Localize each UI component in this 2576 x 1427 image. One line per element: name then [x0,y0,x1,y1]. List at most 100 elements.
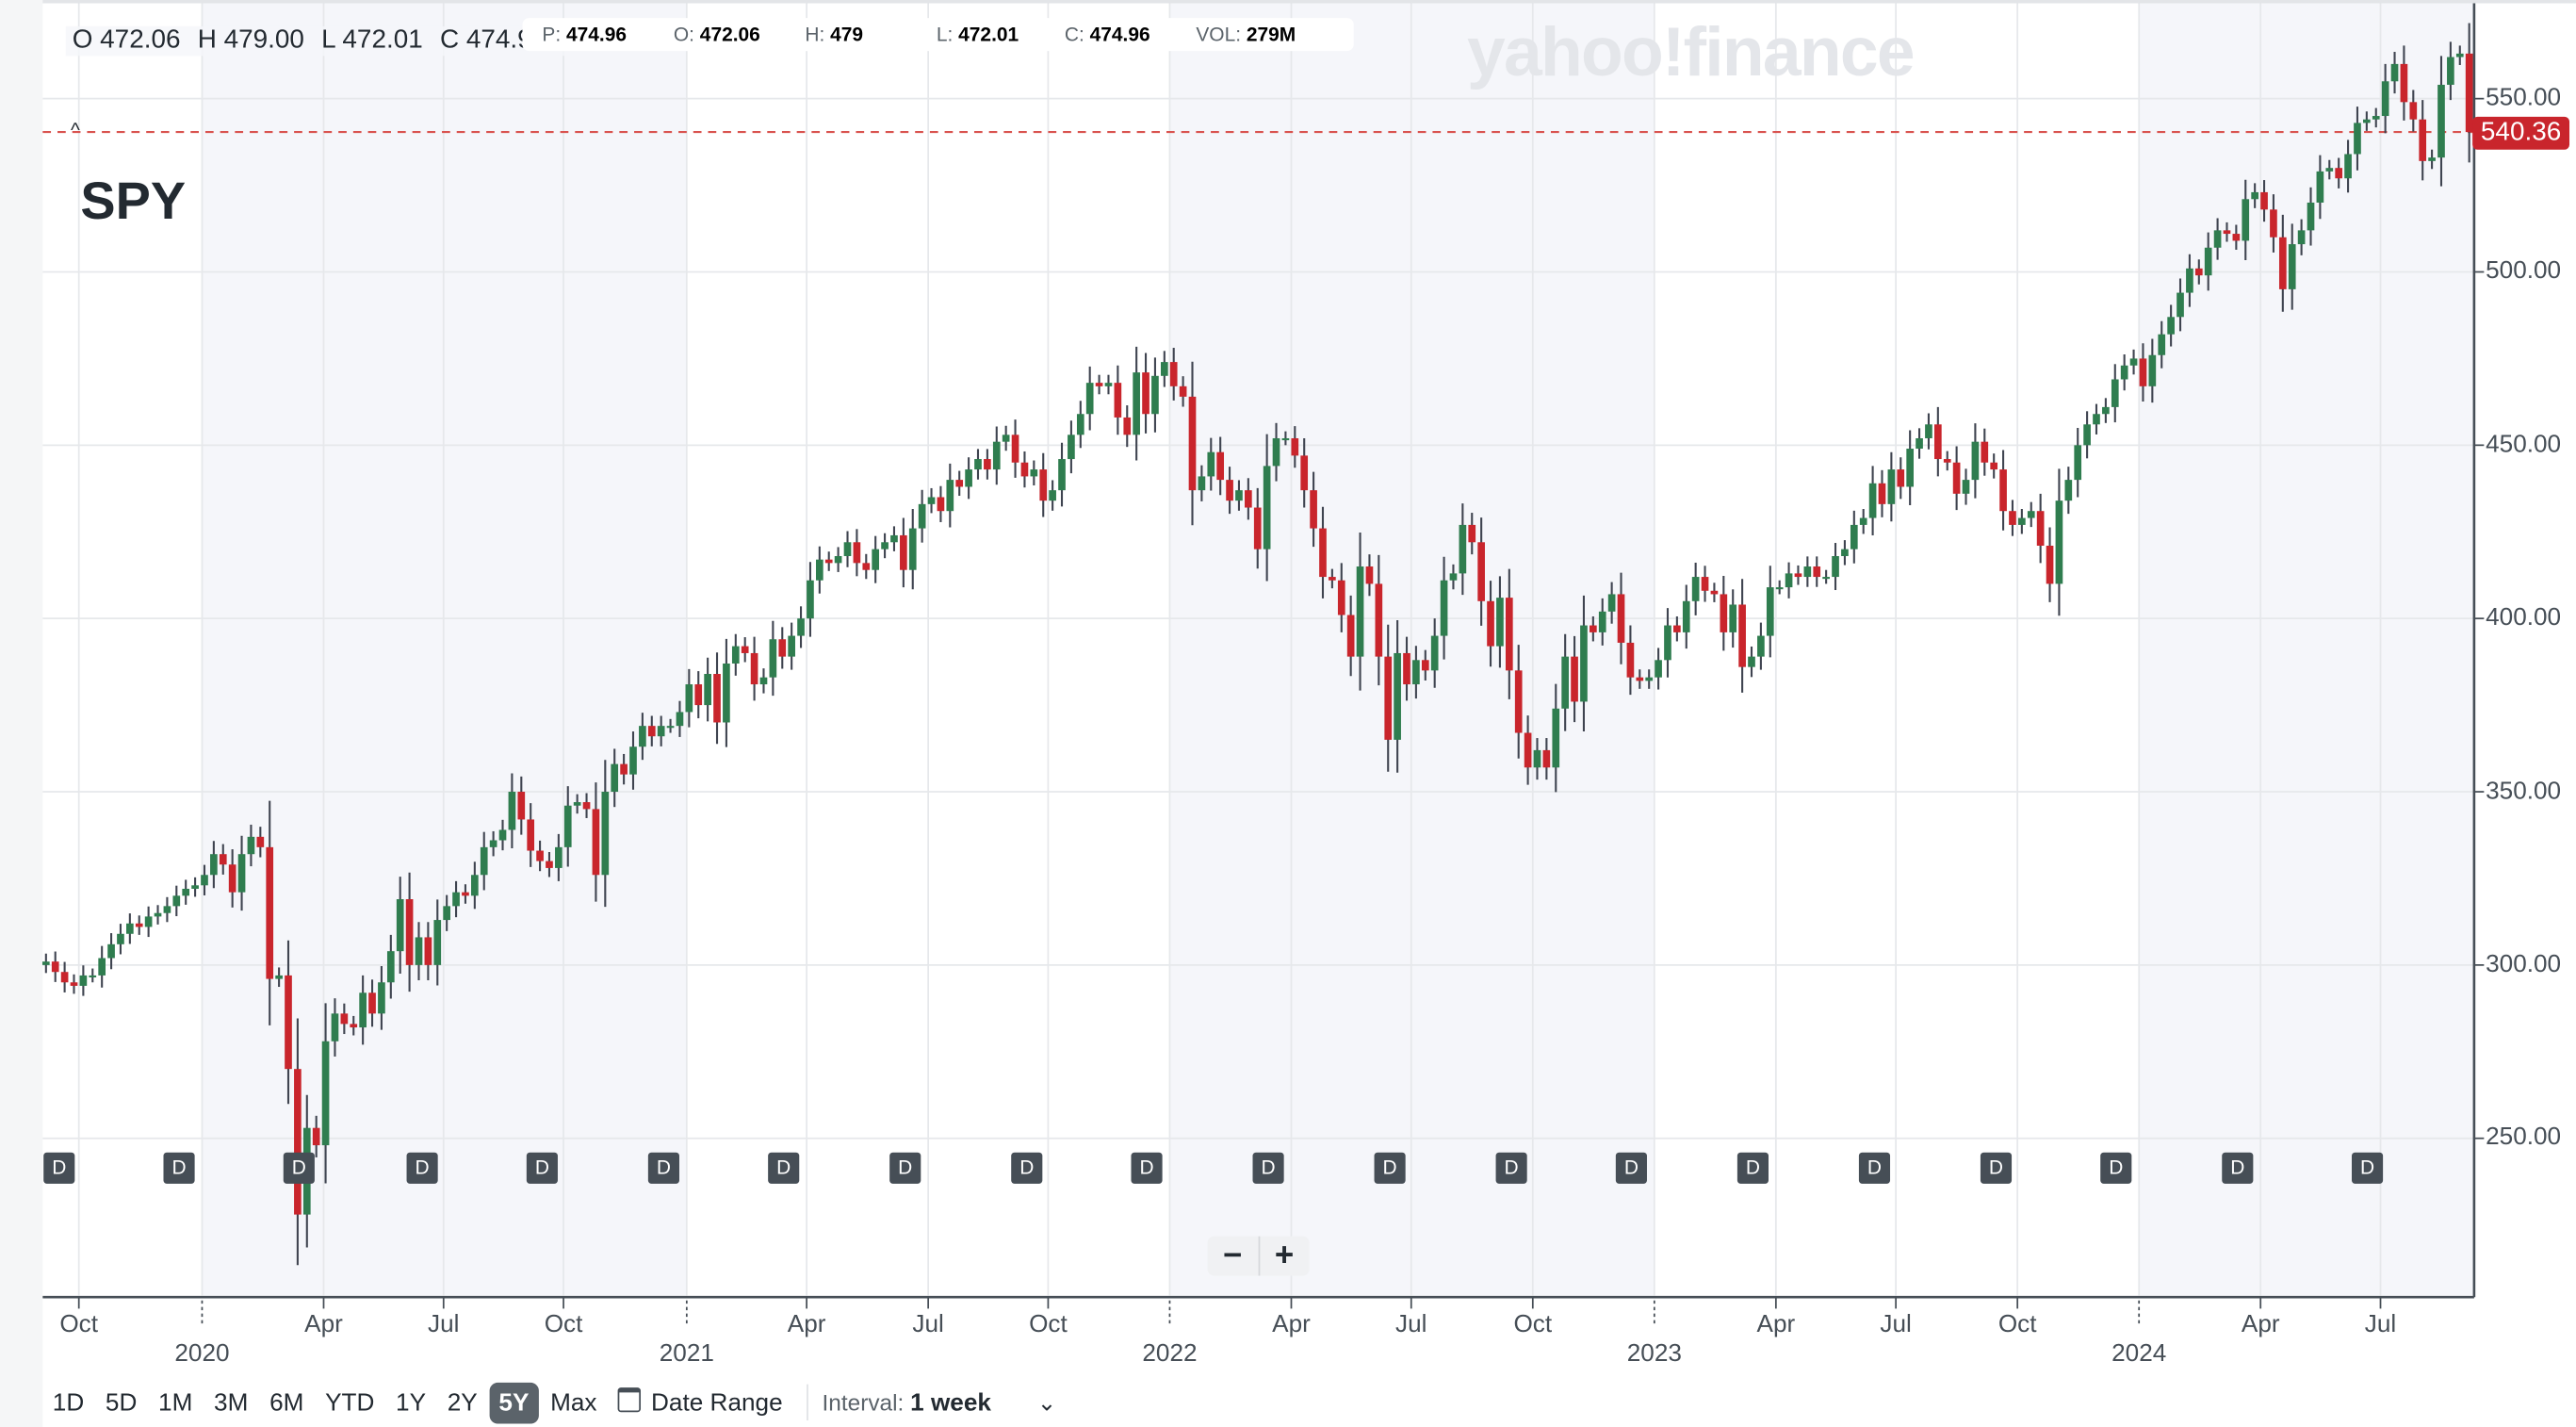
dividend-marker[interactable]: D [1495,1152,1527,1184]
candle-body [872,549,880,570]
dividend-marker[interactable]: D [2100,1152,2132,1184]
candle-body [592,809,600,876]
dividend-marker[interactable]: D [2222,1152,2254,1184]
dividend-marker[interactable]: D [647,1152,679,1184]
candle-body [676,712,684,727]
candle-body [862,563,871,570]
candle-body [498,829,507,841]
candle-body [294,1069,302,1215]
candle-body [2074,445,2082,481]
x-year-label: 2021 [659,1339,714,1369]
candle-body [266,846,274,979]
dividend-marker[interactable]: D [1736,1152,1769,1184]
candle-body [1636,677,1644,681]
range-button-1m[interactable]: 1M [158,1388,193,1417]
dividend-marker[interactable]: D [163,1152,195,1184]
zoom-out-button[interactable]: − [1208,1236,1260,1276]
candle-body [1496,598,1504,647]
candle-body [285,975,292,1070]
candle-body [1943,459,1951,463]
range-button-max[interactable]: Max [550,1388,597,1417]
candle-body [1561,656,1570,709]
candle-body [1198,476,1206,491]
candle-body [117,933,124,944]
tooltip-key: C: [1064,23,1084,46]
candle-body [2251,191,2258,200]
candle-body [1329,577,1336,581]
dividend-marker[interactable]: D [283,1152,315,1184]
candle-body [1133,372,1140,435]
candle-body [1971,441,1980,481]
candle-body [582,802,591,810]
tooltip-value: 474.96 [1089,23,1150,46]
candle-body [2102,406,2110,415]
range-button-1d[interactable]: 1D [52,1388,85,1417]
candle-body [1626,642,1635,678]
dividend-marker[interactable]: D [1615,1152,1647,1184]
dividend-marker[interactable]: D [1858,1152,1891,1184]
interval-select[interactable]: Interval: 1 week ⌄ [822,1388,1056,1417]
candle-body [1020,462,1029,477]
candle-body [834,555,842,564]
candle-body [1925,424,1932,438]
x-tick-label: Jul [428,1310,460,1338]
candle-body [657,726,665,737]
dividend-marker[interactable]: D [43,1152,75,1184]
candle-body [1785,573,1793,588]
candle-body [1878,483,1886,504]
candle-body [172,895,181,907]
candle-body [2055,500,2063,584]
range-toolbar: 1D 5D 1M 3M 6M YTD 1Y 2Y 5Y Max Date Range Interval… [42,1378,1056,1427]
dividend-marker[interactable]: D [406,1152,438,1184]
range-button-ytd[interactable]: YTD [325,1388,375,1417]
y-tick-label: 550.00 [2486,83,2562,112]
x-year-label: 2022 [1142,1339,1198,1369]
candle-body [1655,660,1662,678]
zoom-in-button[interactable]: + [1274,1238,1295,1274]
dividend-marker[interactable]: D [768,1152,800,1184]
candle-body [1049,490,1056,501]
candle-body [275,975,283,979]
x-tick-label: Apr [1756,1310,1796,1338]
candle-body [555,846,562,868]
dividend-marker[interactable]: D [1131,1152,1163,1184]
dividend-marker[interactable]: D [526,1152,558,1184]
dividend-marker[interactable]: D [1374,1152,1406,1184]
candle-body [1160,362,1168,376]
candle-body [378,982,385,1014]
candle-body [2390,63,2399,82]
candle-body [1682,600,1690,632]
range-button-6m[interactable]: 6M [269,1388,304,1417]
dividend-marker[interactable]: D [889,1152,921,1184]
candle-body [340,1013,349,1025]
range-button-3m[interactable]: 3M [214,1388,249,1417]
dividend-marker[interactable]: D [1252,1152,1284,1184]
candle-body [1123,417,1132,435]
candle-body [1272,437,1280,467]
x-tick-label: Apr [787,1310,826,1338]
top-border [0,0,2576,4]
dividend-marker[interactable]: D [1980,1152,2013,1184]
range-button-5d[interactable]: 5D [105,1388,138,1417]
candle-body [1673,625,1681,632]
candle-body [1477,542,1485,601]
candle-body [900,534,907,570]
candle-body [256,836,265,847]
collapse-caret-icon[interactable]: ^ [70,118,80,142]
candle-body [1841,549,1849,556]
candle-body [2363,119,2371,123]
range-button-5y[interactable]: 5Y [488,1382,539,1423]
candle-body [1598,611,1606,632]
candle-body [1319,528,1327,578]
candle-body [1291,437,1299,456]
date-range-button[interactable]: Date Range [609,1381,792,1423]
range-button-2y[interactable]: 2Y [447,1388,478,1417]
range-button-1y[interactable]: 1Y [396,1388,427,1417]
candle-body [2027,511,2035,518]
dividend-marker[interactable]: D [1011,1152,1043,1184]
candle-body [2428,157,2436,161]
candle-body [1607,594,1616,612]
candle-body [2354,123,2361,155]
dividend-marker[interactable]: D [2351,1152,2384,1184]
